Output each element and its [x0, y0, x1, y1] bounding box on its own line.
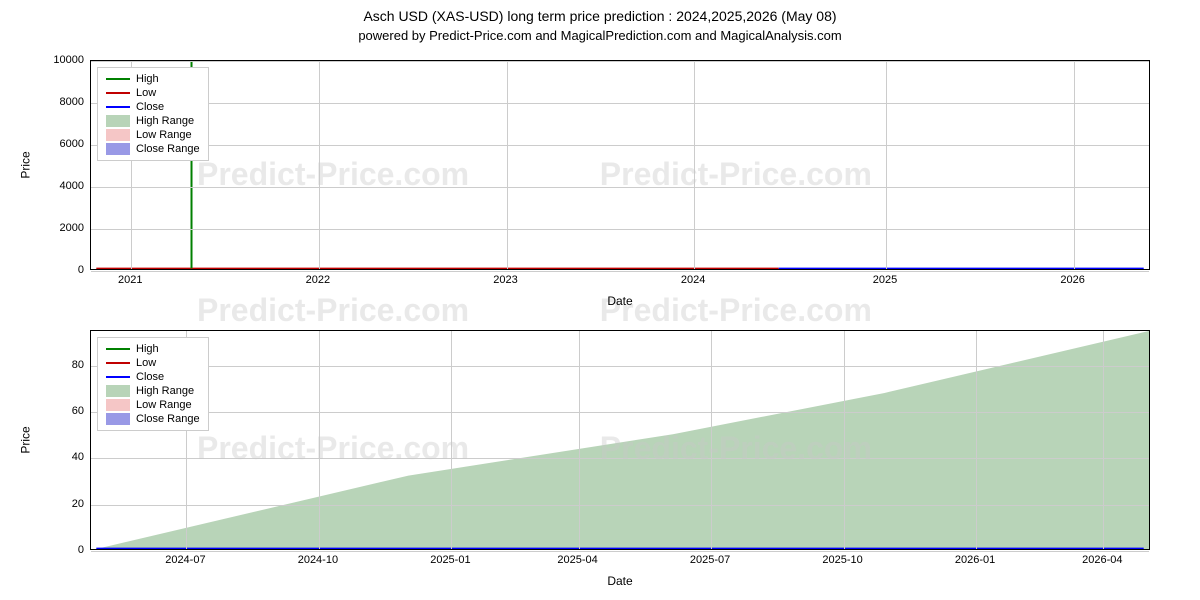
chart-title: Asch USD (XAS-USD) long term price predi…: [0, 0, 1200, 24]
legend-label: Close Range: [136, 413, 200, 425]
legend-label: High: [136, 73, 159, 85]
grid-line: [91, 103, 1149, 104]
legend-swatch: [106, 92, 130, 94]
legend-swatch: [106, 385, 130, 397]
x-tick-label: 2025-10: [822, 550, 862, 566]
grid-line: [1074, 61, 1075, 269]
y-tick-label: 6000: [60, 138, 90, 150]
y-tick-label: 8000: [60, 96, 90, 108]
chart-panel-2: High Low Close High Range Low Range Close Ran…: [90, 330, 1150, 550]
x-axis-label-1: Date: [607, 294, 632, 308]
legend-item: Close: [106, 100, 200, 114]
legend-label: High: [136, 343, 159, 355]
x-tick-label: 2024: [681, 270, 705, 286]
legend-label: Low Range: [136, 399, 192, 411]
legend-item: Low: [106, 356, 200, 370]
plot-svg-1: [91, 61, 1149, 269]
legend-item: High: [106, 342, 200, 356]
x-tick-label: 2026-01: [955, 550, 995, 566]
y-tick-label: 4000: [60, 180, 90, 192]
y-tick-label: 40: [72, 451, 90, 463]
grid-line: [451, 331, 452, 549]
legend-label: High Range: [136, 115, 194, 127]
grid-line: [91, 505, 1149, 506]
grid-line: [976, 331, 977, 549]
legend-item: High Range: [106, 384, 200, 398]
grid-line: [91, 412, 1149, 413]
plot-area-2: High Low Close High Range Low Range Close Ran…: [90, 330, 1150, 550]
x-tick-label: 2024-07: [165, 550, 205, 566]
legend-item: Close: [106, 370, 200, 384]
grid-line: [319, 61, 320, 269]
legend-swatch: [106, 115, 130, 127]
x-tick-label: 2023: [493, 270, 517, 286]
legend-1: High Low Close High Range Low Range Close Ran…: [97, 67, 209, 161]
legend-swatch: [106, 413, 130, 425]
legend-swatch: [106, 106, 130, 108]
x-tick-label: 2025-07: [690, 550, 730, 566]
grid-line: [91, 366, 1149, 367]
legend-label: Close: [136, 101, 164, 113]
legend-label: Close: [136, 371, 164, 383]
grid-line: [711, 331, 712, 549]
grid-line: [319, 331, 320, 549]
legend-item: High Range: [106, 114, 200, 128]
x-tick-label: 2025-01: [430, 550, 470, 566]
x-tick-label: 2026-04: [1082, 550, 1122, 566]
legend-item: Close Range: [106, 142, 200, 156]
legend-label: Low Range: [136, 129, 192, 141]
legend-item: Low: [106, 86, 200, 100]
legend-swatch: [106, 376, 130, 378]
legend-label: Low: [136, 357, 156, 369]
y-axis-label-2: Price: [19, 426, 33, 453]
x-tick-label: 2026: [1060, 270, 1084, 286]
plot-svg-2: [91, 331, 1149, 549]
legend-swatch: [106, 78, 130, 80]
grid-line: [844, 331, 845, 549]
x-tick-label: 2021: [118, 270, 142, 286]
grid-line: [91, 458, 1149, 459]
grid-line: [1103, 331, 1104, 549]
y-tick-label: 0: [78, 264, 90, 276]
legend-swatch: [106, 399, 130, 411]
legend-item: Low Range: [106, 398, 200, 412]
legend-item: Close Range: [106, 412, 200, 426]
grid-line: [91, 61, 1149, 62]
legend-label: Close Range: [136, 143, 200, 155]
y-tick-label: 80: [72, 359, 90, 371]
y-tick-label: 2000: [60, 222, 90, 234]
legend-label: Low: [136, 87, 156, 99]
watermark: Predict-Price.com: [197, 292, 469, 329]
y-tick-label: 0: [78, 544, 90, 556]
y-tick-label: 20: [72, 498, 90, 510]
grid-line: [507, 61, 508, 269]
legend-swatch: [106, 362, 130, 364]
y-tick-label: 60: [72, 405, 90, 417]
chart-panel-1: High Low Close High Range Low Range Close Ran…: [90, 60, 1150, 270]
legend-2: High Low Close High Range Low Range Close Ran…: [97, 337, 209, 431]
x-axis-label-2: Date: [607, 574, 632, 588]
watermark: Predict-Price.com: [600, 292, 872, 329]
x-tick-label: 2025: [873, 270, 897, 286]
legend-item: High: [106, 72, 200, 86]
x-tick-label: 2025-04: [557, 550, 597, 566]
grid-line: [694, 61, 695, 269]
y-tick-label: 10000: [53, 54, 90, 66]
legend-label: High Range: [136, 385, 194, 397]
y-axis-label-1: Price: [19, 151, 33, 178]
grid-line: [886, 61, 887, 269]
legend-swatch: [106, 143, 130, 155]
legend-swatch: [106, 129, 130, 141]
chart-subtitle: powered by Predict-Price.com and Magical…: [0, 24, 1200, 43]
grid-line: [91, 271, 1149, 272]
grid-line: [579, 331, 580, 549]
x-tick-label: 2022: [306, 270, 330, 286]
legend-swatch: [106, 348, 130, 350]
legend-item: Low Range: [106, 128, 200, 142]
grid-line: [91, 187, 1149, 188]
grid-line: [91, 145, 1149, 146]
x-tick-label: 2024-10: [298, 550, 338, 566]
grid-line: [91, 229, 1149, 230]
plot-area-1: High Low Close High Range Low Range Close Ran…: [90, 60, 1150, 270]
